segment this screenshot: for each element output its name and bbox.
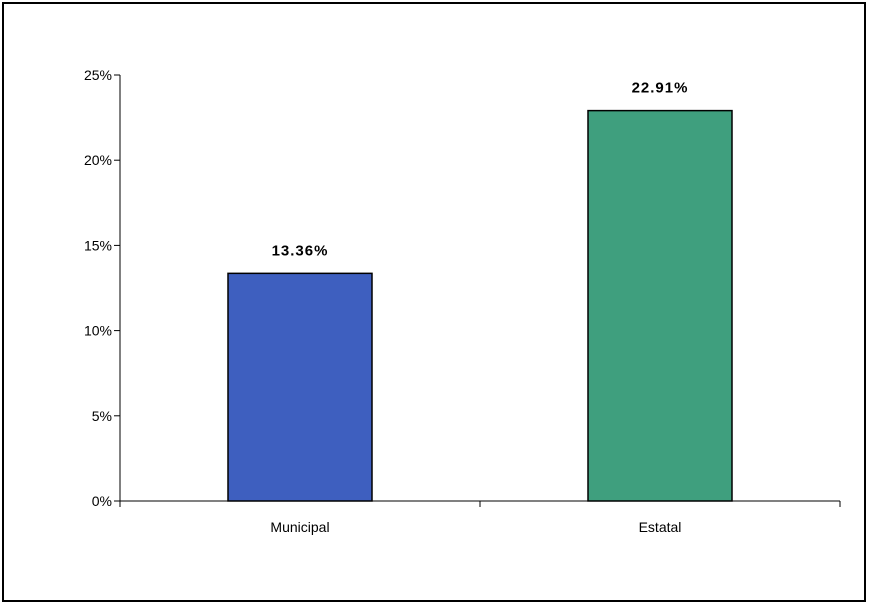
y-tick-label: 15%	[84, 237, 112, 253]
data-label-estatal: 22.91%	[632, 80, 689, 97]
y-tick-label: 20%	[84, 152, 112, 168]
y-tick-label: 0%	[92, 493, 112, 509]
labels: 0% 5% 10% 15% 20% 25% 13.36% Municipal 22.91% Est…	[84, 67, 689, 535]
y-tick-label: 25%	[84, 67, 112, 83]
y-tick-label: 10%	[84, 323, 112, 339]
data-label-municipal: 13.36%	[272, 242, 329, 259]
bar-municipal	[227, 272, 373, 502]
category-label-estatal: Estatal	[639, 519, 682, 535]
category-label-municipal: Municipal	[270, 519, 329, 535]
bars	[227, 109, 733, 502]
y-tick-label: 5%	[92, 408, 112, 424]
bar-estatal	[587, 109, 733, 502]
